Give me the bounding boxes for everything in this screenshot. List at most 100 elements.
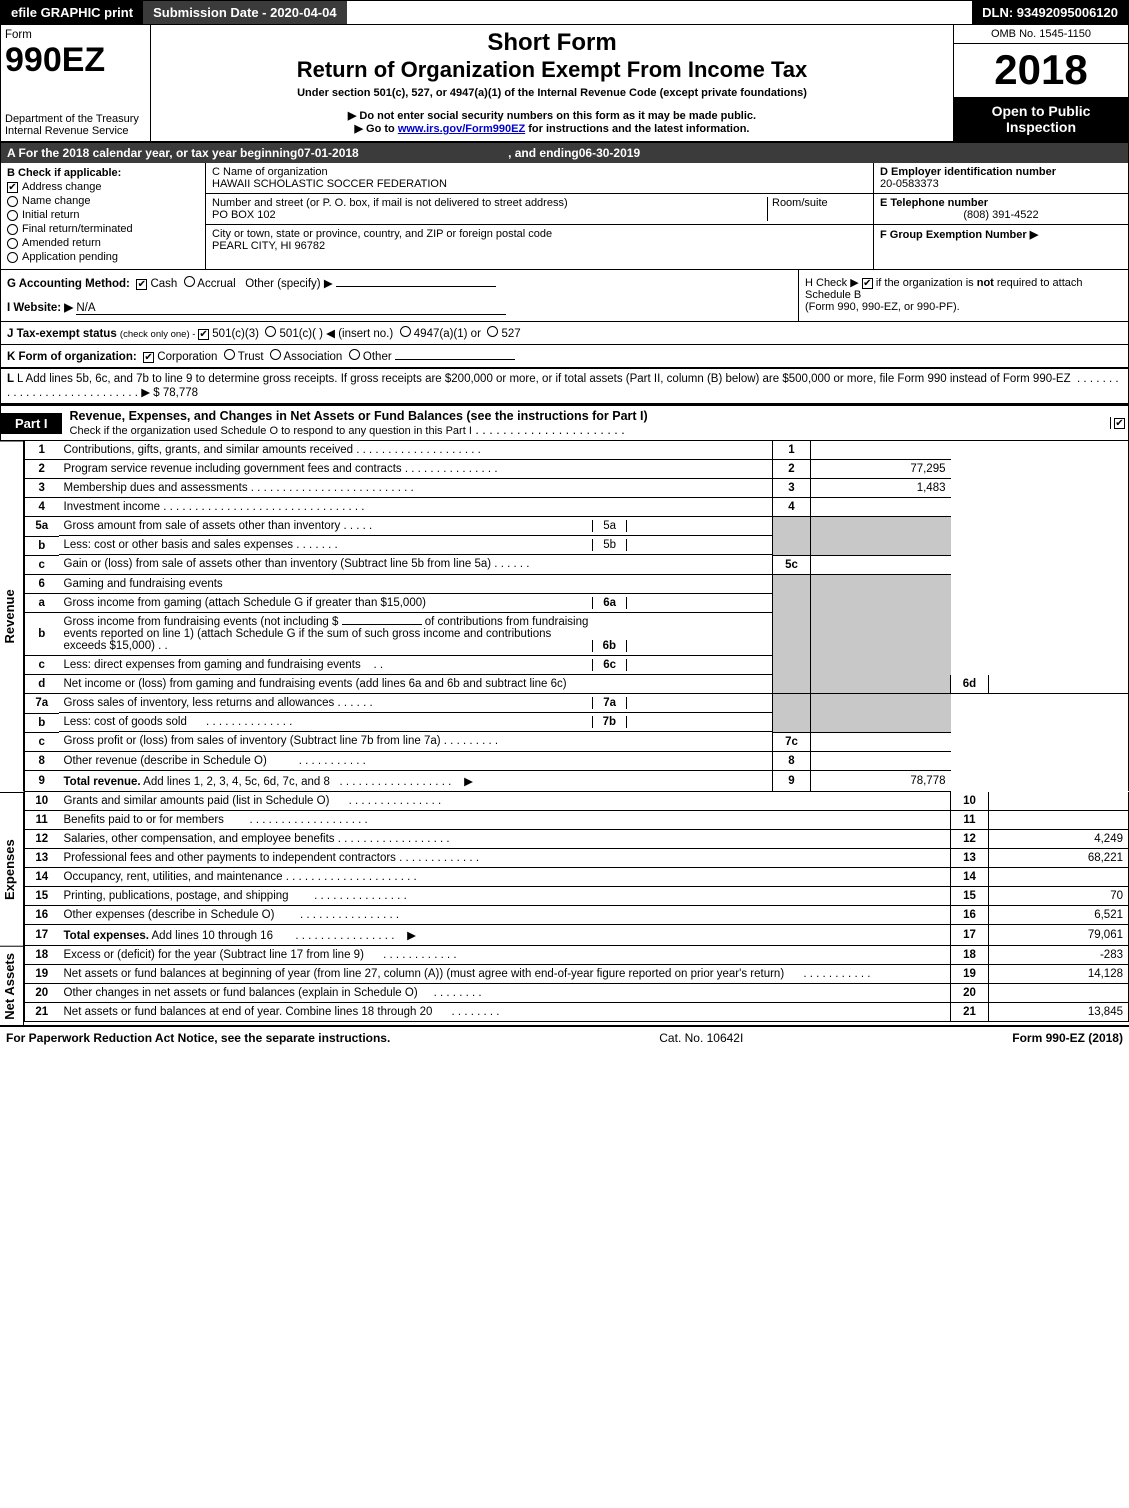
chk-schedule-b[interactable] [862,278,873,289]
row-9: 9Total revenue. Add lines 1, 2, 3, 4, 5c… [25,770,1129,791]
row-14: 14Occupancy, rent, utilities, and mainte… [25,867,1129,886]
chk-501c3[interactable] [198,329,209,340]
row-11: 11Benefits paid to or for members . . . … [25,810,1129,829]
row-7b: bLess: cost of goods sold . . . . . . . … [25,713,1129,732]
row-2: 2Program service revenue including gover… [25,460,1129,479]
row-6: 6Gaming and fundraising events [25,574,1129,593]
row-13: 13Professional fees and other payments t… [25,848,1129,867]
open-public-badge: Open to Public Inspection [954,96,1128,141]
row-15: 15Printing, publications, postage, and s… [25,886,1129,905]
accounting-other-input[interactable] [336,286,496,287]
chk-association[interactable] [270,349,281,360]
form-number: 990EZ [5,41,146,80]
dept-treasury: Department of the Treasury [5,113,146,125]
form-word: Form [5,29,146,41]
form-ref: Form 990-EZ (2018) [1012,1031,1123,1045]
chk-name-change[interactable] [7,196,18,207]
net-assets-table: 18Excess or (deficit) for the year (Subt… [24,946,1129,1022]
irs-link[interactable]: www.irs.gov/Form990EZ [398,123,525,135]
tax-year: 2018 [954,44,1128,96]
submission-date-button[interactable]: Submission Date - 2020-04-04 [143,1,347,24]
chk-initial-return[interactable] [7,210,18,221]
phone-value: (808) 391-4522 [880,209,1122,221]
chk-accrual[interactable] [184,276,195,287]
row-4: 4Investment income . . . . . . . . . . .… [25,498,1129,517]
warning-goto: ▶ Go to www.irs.gov/Form990EZ for instru… [155,122,949,135]
chk-amended-return[interactable] [7,238,18,249]
part1-tab: Part I [1,413,62,434]
row-5c: cGain or (loss) from sale of assets othe… [25,555,1129,574]
ein-value: 20-0583373 [880,178,1122,190]
row-8: 8Other revenue (describe in Schedule O) … [25,751,1129,770]
line-k: K Form of organization: Corporation Trus… [0,345,1129,369]
block-def: D Employer identification number 20-0583… [873,163,1128,269]
block-c: C Name of organization HAWAII SCHOLASTIC… [206,163,873,269]
chk-501c[interactable] [265,326,276,337]
efile-print-button[interactable]: efile GRAPHIC print [1,1,143,24]
room-suite: Room/suite [767,197,867,221]
row-17: 17Total expenses. Add lines 10 through 1… [25,924,1129,945]
dln-label: DLN: 93492095006120 [972,1,1128,24]
chk-cash[interactable] [136,279,147,290]
org-info-block: B Check if applicable: Address change Na… [0,163,1129,270]
org-city: PEARL CITY, HI 96782 [212,240,867,252]
subtitle: Under section 501(c), 527, or 4947(a)(1)… [155,87,949,99]
omb-number: OMB No. 1545-1150 [954,25,1128,44]
row-3: 3Membership dues and assessments . . . .… [25,479,1129,498]
chk-schedule-o[interactable] [1114,418,1125,429]
row-5b: bLess: cost or other basis and sales exp… [25,536,1129,555]
row-5a: 5aGross amount from sale of assets other… [25,517,1129,537]
expenses-label: Expenses [0,792,24,946]
row-1: 1Contributions, gifts, grants, and simil… [25,441,1129,460]
line-j: J Tax-exempt status (check only one) - 5… [0,322,1129,345]
org-street: PO BOX 102 [212,209,767,221]
page-footer: For Paperwork Reduction Act Notice, see … [0,1025,1129,1049]
short-form-title: Short Form [155,29,949,57]
other-org-input[interactable] [395,359,515,360]
part1-header: Part I Revenue, Expenses, and Changes in… [0,404,1129,441]
row-20: 20Other changes in net assets or fund ba… [25,983,1129,1002]
line-l: L L Add lines 5b, 6c, and 7b to line 9 t… [0,369,1129,404]
row-16: 16Other expenses (describe in Schedule O… [25,905,1129,924]
revenue-label: Revenue [0,441,24,792]
row-6d-real: dNet income or (loss) from gaming and fu… [25,675,1129,694]
cat-number: Cat. No. 10642I [659,1031,743,1045]
chk-final-return[interactable] [7,224,18,235]
paperwork-notice: For Paperwork Reduction Act Notice, see … [6,1031,390,1045]
fundraising-amount-input[interactable] [342,624,422,625]
net-assets-label: Net Assets [0,946,24,1026]
period-begin: 07-01-2018 [297,146,358,160]
row-18: 18Excess or (deficit) for the year (Subt… [25,946,1129,965]
period-row: A For the 2018 calendar year, or tax yea… [0,143,1129,163]
chk-other-org[interactable] [349,349,360,360]
gh-block: G Accounting Method: Cash Accrual Other … [0,270,1129,322]
gross-receipts: 78,778 [163,387,198,399]
website-value: N/A [76,302,506,315]
org-name: HAWAII SCHOLASTIC SOCCER FEDERATION [212,178,867,190]
chk-4947a1[interactable] [400,326,411,337]
chk-application-pending[interactable] [7,252,18,263]
chk-527[interactable] [487,326,498,337]
row-6b: bGross income from fundraising events (n… [25,613,1129,656]
irs-label: Internal Revenue Service [5,125,146,137]
row-12: 12Salaries, other compensation, and empl… [25,829,1129,848]
revenue-table: 1Contributions, gifts, grants, and simil… [24,441,1129,792]
warning-ssn: ▶ Do not enter social security numbers o… [155,109,949,122]
expenses-table: 10Grants and similar amounts paid (list … [24,792,1129,946]
row-21: 21Net assets or fund balances at end of … [25,1002,1129,1021]
form-header: Form 990EZ Department of the Treasury In… [0,25,1129,143]
period-end: 06-30-2019 [579,146,640,160]
main-title: Return of Organization Exempt From Incom… [155,57,949,83]
chk-corporation[interactable] [143,352,154,363]
row-7c: cGross profit or (loss) from sales of in… [25,732,1129,751]
group-exemption: F Group Exemption Number ▶ [880,228,1122,241]
row-7a: 7aGross sales of inventory, less returns… [25,694,1129,714]
chk-trust[interactable] [224,349,235,360]
chk-address-change[interactable] [7,182,18,193]
row-6a: aGross income from gaming (attach Schedu… [25,593,1129,613]
block-b: B Check if applicable: Address change Na… [1,163,206,269]
row-6c: cLess: direct expenses from gaming and f… [25,656,1129,675]
block-h: H Check ▶ if the organization is not req… [798,270,1128,321]
top-bar: efile GRAPHIC print Submission Date - 20… [0,0,1129,25]
row-19: 19Net assets or fund balances at beginni… [25,964,1129,983]
